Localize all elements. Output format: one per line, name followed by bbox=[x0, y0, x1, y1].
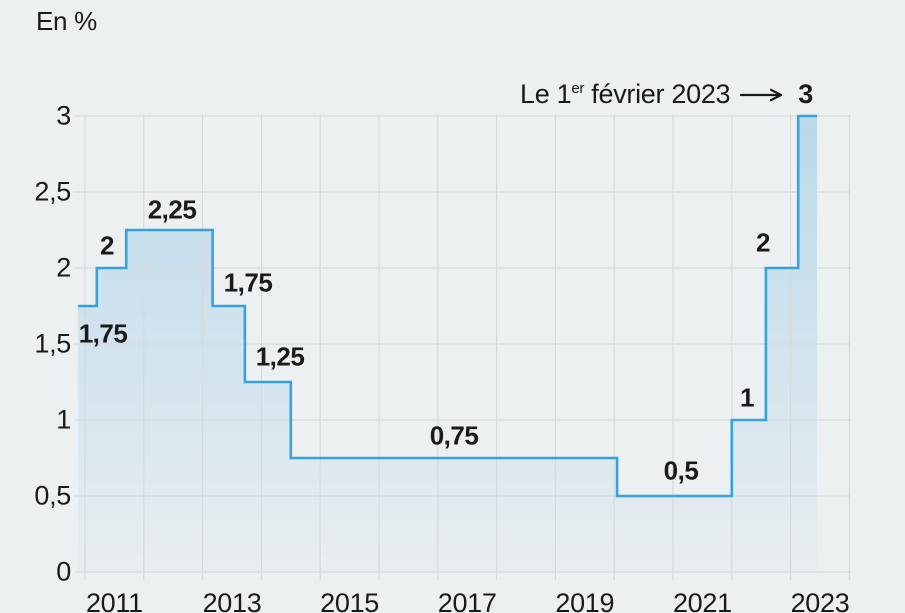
value-label: 1 bbox=[740, 382, 754, 413]
value-label: 1,75 bbox=[223, 267, 273, 298]
value-label: 0,5 bbox=[663, 455, 699, 486]
y-axis-label: 0 bbox=[56, 556, 71, 587]
value-label: 1,75 bbox=[78, 318, 128, 349]
value-label: 2,25 bbox=[147, 194, 197, 225]
value-label: 0,75 bbox=[429, 420, 479, 451]
x-axis-label: 2023 bbox=[790, 588, 850, 613]
value-label: 2 bbox=[756, 227, 770, 258]
value-label: 2 bbox=[100, 230, 114, 261]
y-axis-label: 0,5 bbox=[34, 480, 71, 511]
x-axis-label: 2017 bbox=[437, 588, 497, 613]
y-axis-label: 1,5 bbox=[34, 328, 71, 359]
annotation-date-suffix: février 2023 bbox=[584, 79, 731, 109]
y-axis-unit-label: En % bbox=[36, 6, 97, 36]
annotation-date-superscript: er bbox=[571, 80, 585, 97]
rate-annotation: Le 1er février 2023 3 bbox=[520, 79, 813, 110]
annotation-date: Le 1er février 2023 bbox=[519, 79, 731, 110]
x-axis-label: 2021 bbox=[672, 588, 732, 613]
x-axis-label: 2019 bbox=[555, 588, 615, 613]
y-axis-label: 3 bbox=[56, 100, 71, 131]
x-axis-label: 2013 bbox=[202, 588, 262, 613]
x-axis-label: 2015 bbox=[320, 588, 380, 613]
x-axis-label: 2011 bbox=[85, 588, 143, 613]
y-axis-label: 2 bbox=[56, 252, 71, 283]
rate-step-line bbox=[77, 114, 818, 498]
value-label: 1,25 bbox=[255, 341, 305, 372]
y-axis-label: 2,5 bbox=[34, 176, 71, 207]
annotation-date-prefix: Le 1 bbox=[519, 79, 572, 109]
y-axis-label: 1 bbox=[56, 404, 71, 435]
area-fill bbox=[77, 116, 818, 572]
long-right-arrow-icon bbox=[740, 88, 783, 101]
annotation-value: 3 bbox=[798, 79, 813, 109]
